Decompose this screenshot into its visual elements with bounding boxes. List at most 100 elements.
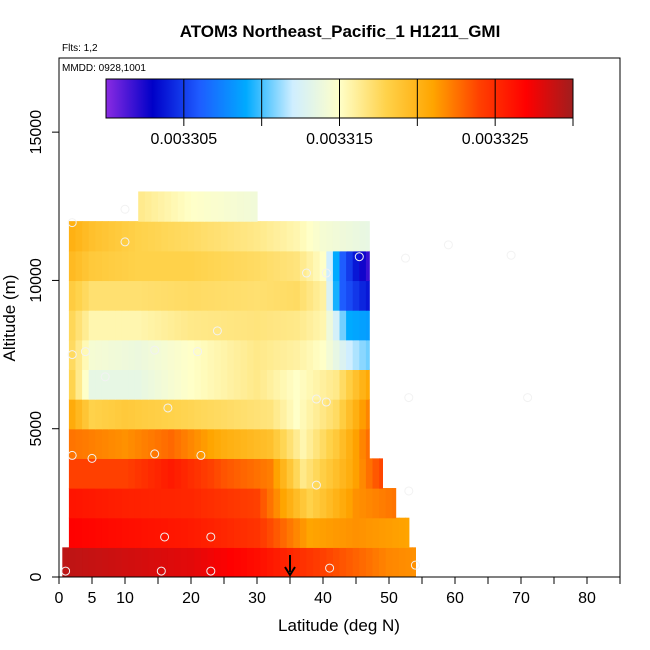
heatmap-cell bbox=[95, 428, 103, 459]
heatmap-cell bbox=[379, 517, 387, 548]
sample-point bbox=[410, 560, 420, 570]
heatmap-cell bbox=[332, 310, 341, 341]
heatmap-cell bbox=[174, 250, 182, 282]
heatmap-cell bbox=[161, 221, 169, 252]
heatmap-cell bbox=[293, 310, 301, 341]
heatmap-cell bbox=[75, 517, 83, 548]
heatmap-cell bbox=[286, 250, 294, 282]
heatmap-cell bbox=[95, 547, 103, 577]
heatmap-cell bbox=[280, 369, 288, 400]
heatmap-cell bbox=[174, 310, 182, 341]
heatmap-cell bbox=[227, 517, 235, 548]
heatmap-cell bbox=[326, 428, 334, 459]
heatmap-cell bbox=[332, 547, 341, 577]
heatmap-cell bbox=[339, 369, 347, 400]
heatmap-cell bbox=[273, 428, 281, 459]
heatmap-cell bbox=[187, 458, 195, 489]
heatmap-cell bbox=[352, 310, 360, 341]
heatmap-cell bbox=[161, 399, 169, 430]
heatmap-cell bbox=[68, 428, 77, 459]
heatmap-cell bbox=[68, 458, 77, 489]
heatmap-cell bbox=[141, 221, 149, 252]
heatmap-cell bbox=[233, 221, 242, 252]
heatmap-cell bbox=[194, 428, 202, 459]
heatmap-cell bbox=[299, 310, 308, 341]
heatmap-cell bbox=[95, 339, 103, 370]
heatmap-cell bbox=[392, 517, 400, 548]
heatmap-cell bbox=[128, 369, 136, 400]
heatmap-cell bbox=[266, 221, 275, 252]
heatmap-cell bbox=[326, 221, 334, 252]
heatmap-cell bbox=[306, 458, 314, 489]
sample-point bbox=[196, 450, 206, 460]
sample-point bbox=[67, 350, 77, 360]
heatmap-cell bbox=[365, 250, 370, 282]
heatmap-cell bbox=[280, 399, 288, 430]
heatmap-cell bbox=[326, 369, 334, 400]
heatmap-cell bbox=[181, 517, 189, 548]
heatmap-cell bbox=[167, 428, 176, 459]
heatmap-cell bbox=[247, 517, 255, 548]
heatmap-cell bbox=[161, 339, 169, 370]
heatmap-cell bbox=[115, 458, 123, 489]
heatmap-cell bbox=[148, 369, 156, 400]
heatmap-cell bbox=[82, 488, 90, 519]
heatmap-cell bbox=[280, 488, 288, 519]
colorbar-tick-label: 0.003315 bbox=[306, 131, 373, 148]
heatmap-cell bbox=[299, 428, 308, 459]
heatmap-cell bbox=[260, 488, 268, 519]
heatmap-cell bbox=[207, 221, 215, 252]
heatmap-cell bbox=[293, 250, 301, 282]
heatmap-cell bbox=[187, 369, 195, 400]
heatmap-cell bbox=[250, 191, 258, 222]
heatmap-cell bbox=[181, 280, 189, 311]
heatmap-cell bbox=[332, 399, 341, 430]
heatmap-cell bbox=[339, 488, 347, 519]
sample-point bbox=[150, 345, 160, 355]
sample-point bbox=[354, 252, 364, 262]
heatmap-cell bbox=[154, 458, 162, 489]
heatmap-cell bbox=[154, 399, 162, 430]
heatmap-cell bbox=[200, 517, 209, 548]
heatmap-cell bbox=[385, 488, 393, 519]
sample-point bbox=[163, 403, 173, 413]
heatmap-cell bbox=[227, 280, 235, 311]
heatmap-cell bbox=[326, 399, 334, 430]
heatmap-cell bbox=[121, 369, 129, 400]
heatmap-cell bbox=[148, 488, 156, 519]
heatmap-cell bbox=[326, 458, 334, 489]
sample-point bbox=[67, 218, 77, 228]
heatmap-cell bbox=[214, 310, 222, 341]
sample-point bbox=[302, 268, 311, 278]
heatmap-cell bbox=[177, 191, 185, 222]
x-axis-label: Latitude (deg N) bbox=[278, 616, 400, 635]
heatmap-cell bbox=[187, 547, 195, 577]
heatmap-cell bbox=[326, 547, 334, 577]
heatmap-cell bbox=[306, 428, 314, 459]
heatmap-cell bbox=[332, 280, 341, 311]
heatmap-cell bbox=[266, 458, 275, 489]
heatmap-cell bbox=[167, 488, 176, 519]
x-tick-label: 20 bbox=[182, 590, 200, 607]
heatmap-cell bbox=[326, 250, 334, 282]
heatmap-cell bbox=[217, 191, 225, 222]
heatmap-cell bbox=[181, 250, 189, 282]
heatmap-cell bbox=[273, 369, 281, 400]
heatmap-cell bbox=[101, 488, 110, 519]
heatmap-cell bbox=[243, 191, 251, 222]
heatmap-cell bbox=[280, 310, 288, 341]
heatmap-cell bbox=[306, 517, 314, 548]
heatmap-cell bbox=[359, 399, 367, 430]
heatmap-cell bbox=[319, 547, 327, 577]
x-tick-label: 50 bbox=[380, 590, 398, 607]
heatmap-cell bbox=[121, 250, 129, 282]
heatmap-cell bbox=[220, 221, 228, 252]
heatmap-cell bbox=[332, 458, 341, 489]
heatmap-cell bbox=[339, 339, 347, 370]
heatmap-cell bbox=[319, 310, 327, 341]
heatmap-cell bbox=[385, 517, 393, 548]
heatmap-cell bbox=[207, 339, 215, 370]
heatmap-cell bbox=[359, 428, 367, 459]
x-tick-label: 30 bbox=[248, 590, 266, 607]
dates-note: MMDD: 0928,1001 bbox=[62, 63, 146, 74]
